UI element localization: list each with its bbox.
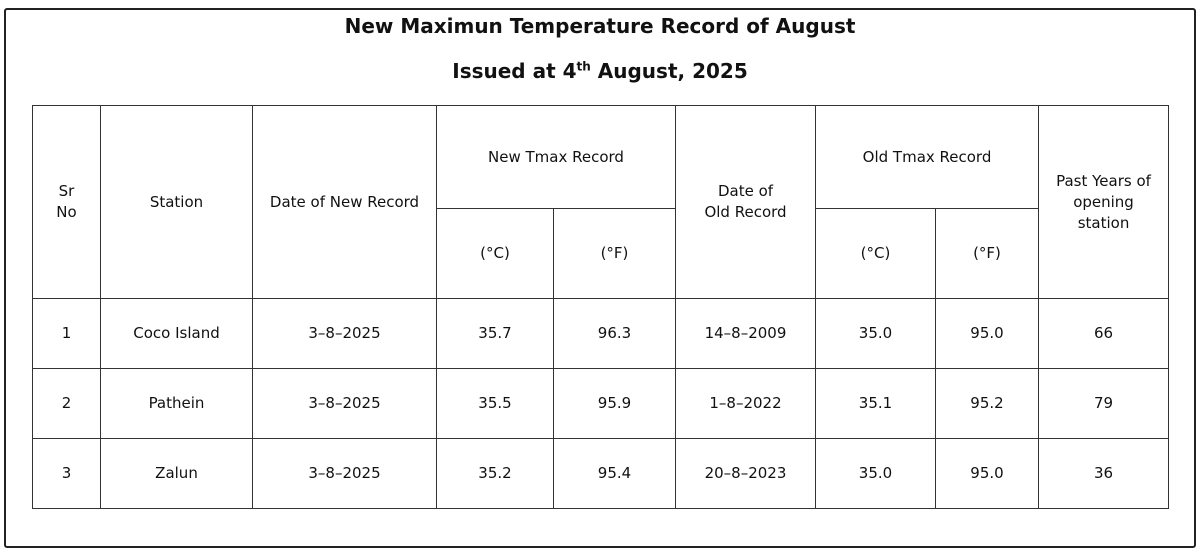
record-table: Sr No Station Date of New Record New Tmax Re… xyxy=(32,105,1170,509)
data-cell: 66 xyxy=(1038,298,1170,369)
unit-cell: (°C) xyxy=(436,208,554,299)
header-text: opening xyxy=(1073,192,1134,211)
header-row: Sr No Station Date of New Record New Tmax Re… xyxy=(32,105,1170,299)
header-cell: Old Tmax Record xyxy=(814,105,1040,209)
data-cell: 35.2 xyxy=(436,438,554,509)
subtitle-text: Issued at 4 xyxy=(452,59,577,83)
data-cell: 2 xyxy=(32,368,101,439)
data-row: 2 Pathein 3–8–2025 35.5 95.9 1–8–2022 35.1 95.2… xyxy=(32,368,1170,439)
header-text: Old Tmax Record xyxy=(862,147,992,166)
header-cell: New Tmax Record xyxy=(436,105,676,209)
data-cell: 14–8–2009 xyxy=(675,298,816,369)
header-text: No xyxy=(56,203,77,221)
title: New Maximun Temperature Record of August xyxy=(344,14,856,38)
unit-cell: (°F) xyxy=(553,208,676,299)
data-cell: 36 xyxy=(1038,438,1170,509)
frame xyxy=(4,8,1196,548)
header-row: (°C) (°F) (°C) (°F) xyxy=(33,208,1169,299)
data-cell: 3 xyxy=(32,438,101,509)
data-cell: 35.5 xyxy=(436,368,554,439)
header-text: Old Record xyxy=(704,203,787,221)
data-cell: 95.2 xyxy=(934,368,1040,439)
subtitle: Issued at 4th August, 2025 xyxy=(0,59,1200,83)
data-cell: 1–8–2022 xyxy=(675,368,816,439)
header-cell: Past Years of opening station xyxy=(1038,105,1170,299)
data-cell: 79 xyxy=(1038,368,1170,439)
data-row: 1 Coco Island 3–8–2025 35.7 96.3 14–8–2009 35.… xyxy=(32,298,1170,369)
data-cell: Coco Island xyxy=(100,298,253,369)
superscript: th xyxy=(576,59,591,74)
header-text: New Tmax Record xyxy=(488,147,624,166)
header-text: Date of xyxy=(717,182,774,200)
data-cell: 95.9 xyxy=(553,368,676,439)
header-cell: Sr No xyxy=(32,105,101,299)
data-cell: 96.3 xyxy=(553,298,676,369)
data-cell: 95.0 xyxy=(934,438,1040,509)
unit-cell: (°F) xyxy=(934,208,1040,299)
data-cell: 3–8–2025 xyxy=(252,438,437,509)
header-cell: Date of New Record xyxy=(252,105,437,299)
data-cell: 35.7 xyxy=(436,298,554,369)
data-cell: 3–8–2025 xyxy=(252,368,437,439)
data-cell: 1 xyxy=(32,298,101,369)
data-cell: 35.1 xyxy=(815,368,936,439)
data-cell: Pathein xyxy=(100,368,253,439)
unit-cell: (°C) xyxy=(815,208,936,299)
subtitle-text: August, 2025 xyxy=(590,59,748,83)
data-cell: 35.0 xyxy=(815,298,936,369)
header-text: Past Years of xyxy=(1056,171,1151,190)
data-cell: 95.0 xyxy=(934,298,1040,369)
data-cell: 3–8–2025 xyxy=(252,298,437,369)
header-text: station xyxy=(1077,213,1130,232)
data-row: 3 Zalun 3–8–2025 35.2 95.4 20–8–2023 35.0 95.0 3… xyxy=(32,438,1170,509)
data-cell: 20–8–2023 xyxy=(675,438,816,509)
header-text: Sr xyxy=(58,182,75,200)
data-cell: 95.4 xyxy=(553,438,676,509)
data-cell: 35.0 xyxy=(815,438,936,509)
header-cell: Date of Old Record xyxy=(675,105,816,299)
header-text: Date of New Record xyxy=(269,192,420,211)
header-text: Station xyxy=(149,192,204,211)
header-cell: Station xyxy=(100,105,253,299)
data-cell: Zalun xyxy=(100,438,253,509)
